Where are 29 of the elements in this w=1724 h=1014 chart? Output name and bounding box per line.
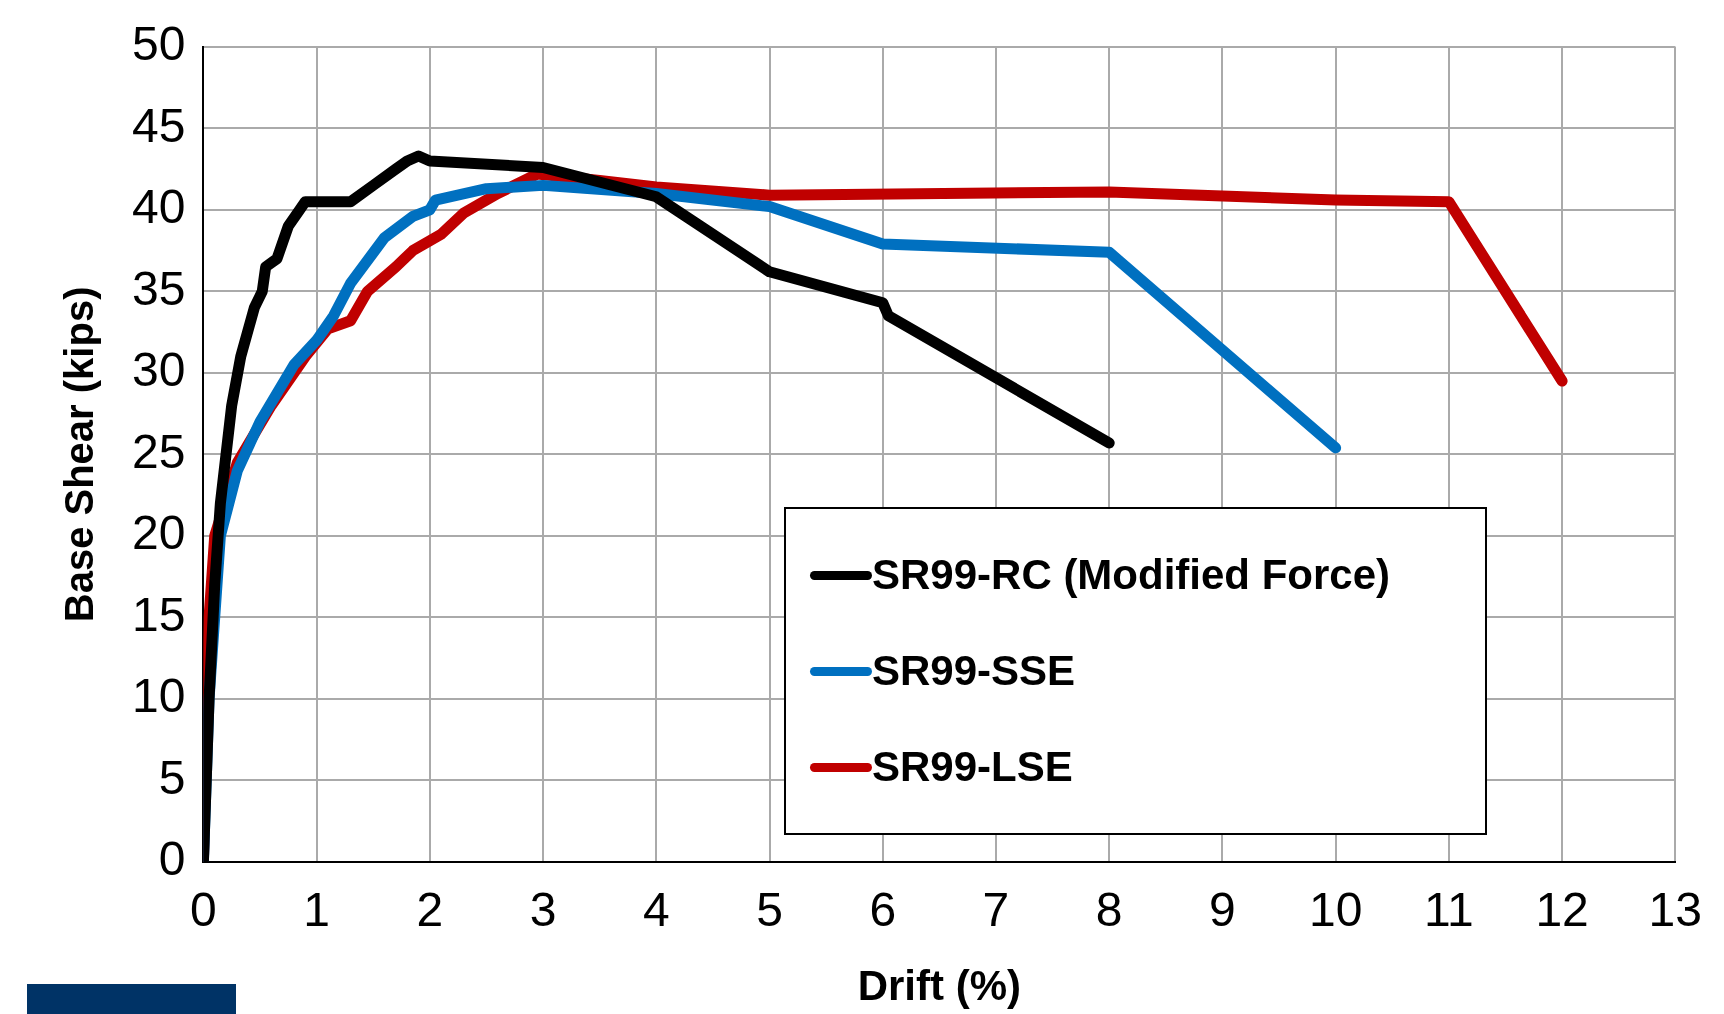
x-tick-label: 2 — [416, 883, 444, 937]
x-tick-label: 10 — [1308, 883, 1363, 937]
y-tick-label: 50 — [132, 17, 186, 71]
x-tick-label: 4 — [642, 883, 670, 937]
x-tick-label: 11 — [1423, 883, 1474, 937]
x-axis-title: Drift (%) — [857, 962, 1021, 1010]
x-tick-label: 3 — [529, 883, 557, 937]
y-tick-label: 30 — [132, 343, 186, 397]
x-tick-label: 7 — [982, 883, 1010, 937]
legend-label: SR99-SSE — [872, 647, 1076, 695]
x-tick-label: 13 — [1648, 883, 1702, 937]
y-tick-label: 20 — [132, 506, 186, 560]
y-tick-label: 10 — [132, 669, 186, 723]
y-tick-label: 25 — [132, 424, 186, 478]
x-tick-label: 6 — [869, 883, 897, 937]
y-tick-label: 35 — [132, 261, 186, 315]
y-tick-label: 15 — [132, 587, 186, 641]
x-tick-label: 12 — [1535, 883, 1589, 937]
y-tick-label: 45 — [132, 98, 186, 152]
x-tick-label: 8 — [1095, 883, 1123, 937]
y-tick-label: 40 — [132, 180, 186, 234]
legend-label: SR99-RC (Modified Force) — [872, 551, 1391, 599]
x-tick-label: 5 — [756, 883, 783, 937]
legend-label: SR99-LSE — [872, 743, 1073, 791]
y-tick-label: 0 — [158, 832, 186, 886]
y-axis-title: Base Shear (kips) — [57, 286, 102, 623]
y-tick-label: 5 — [158, 750, 186, 804]
x-tick-label: 1 — [303, 883, 330, 937]
x-tick-label: 9 — [1209, 883, 1236, 937]
